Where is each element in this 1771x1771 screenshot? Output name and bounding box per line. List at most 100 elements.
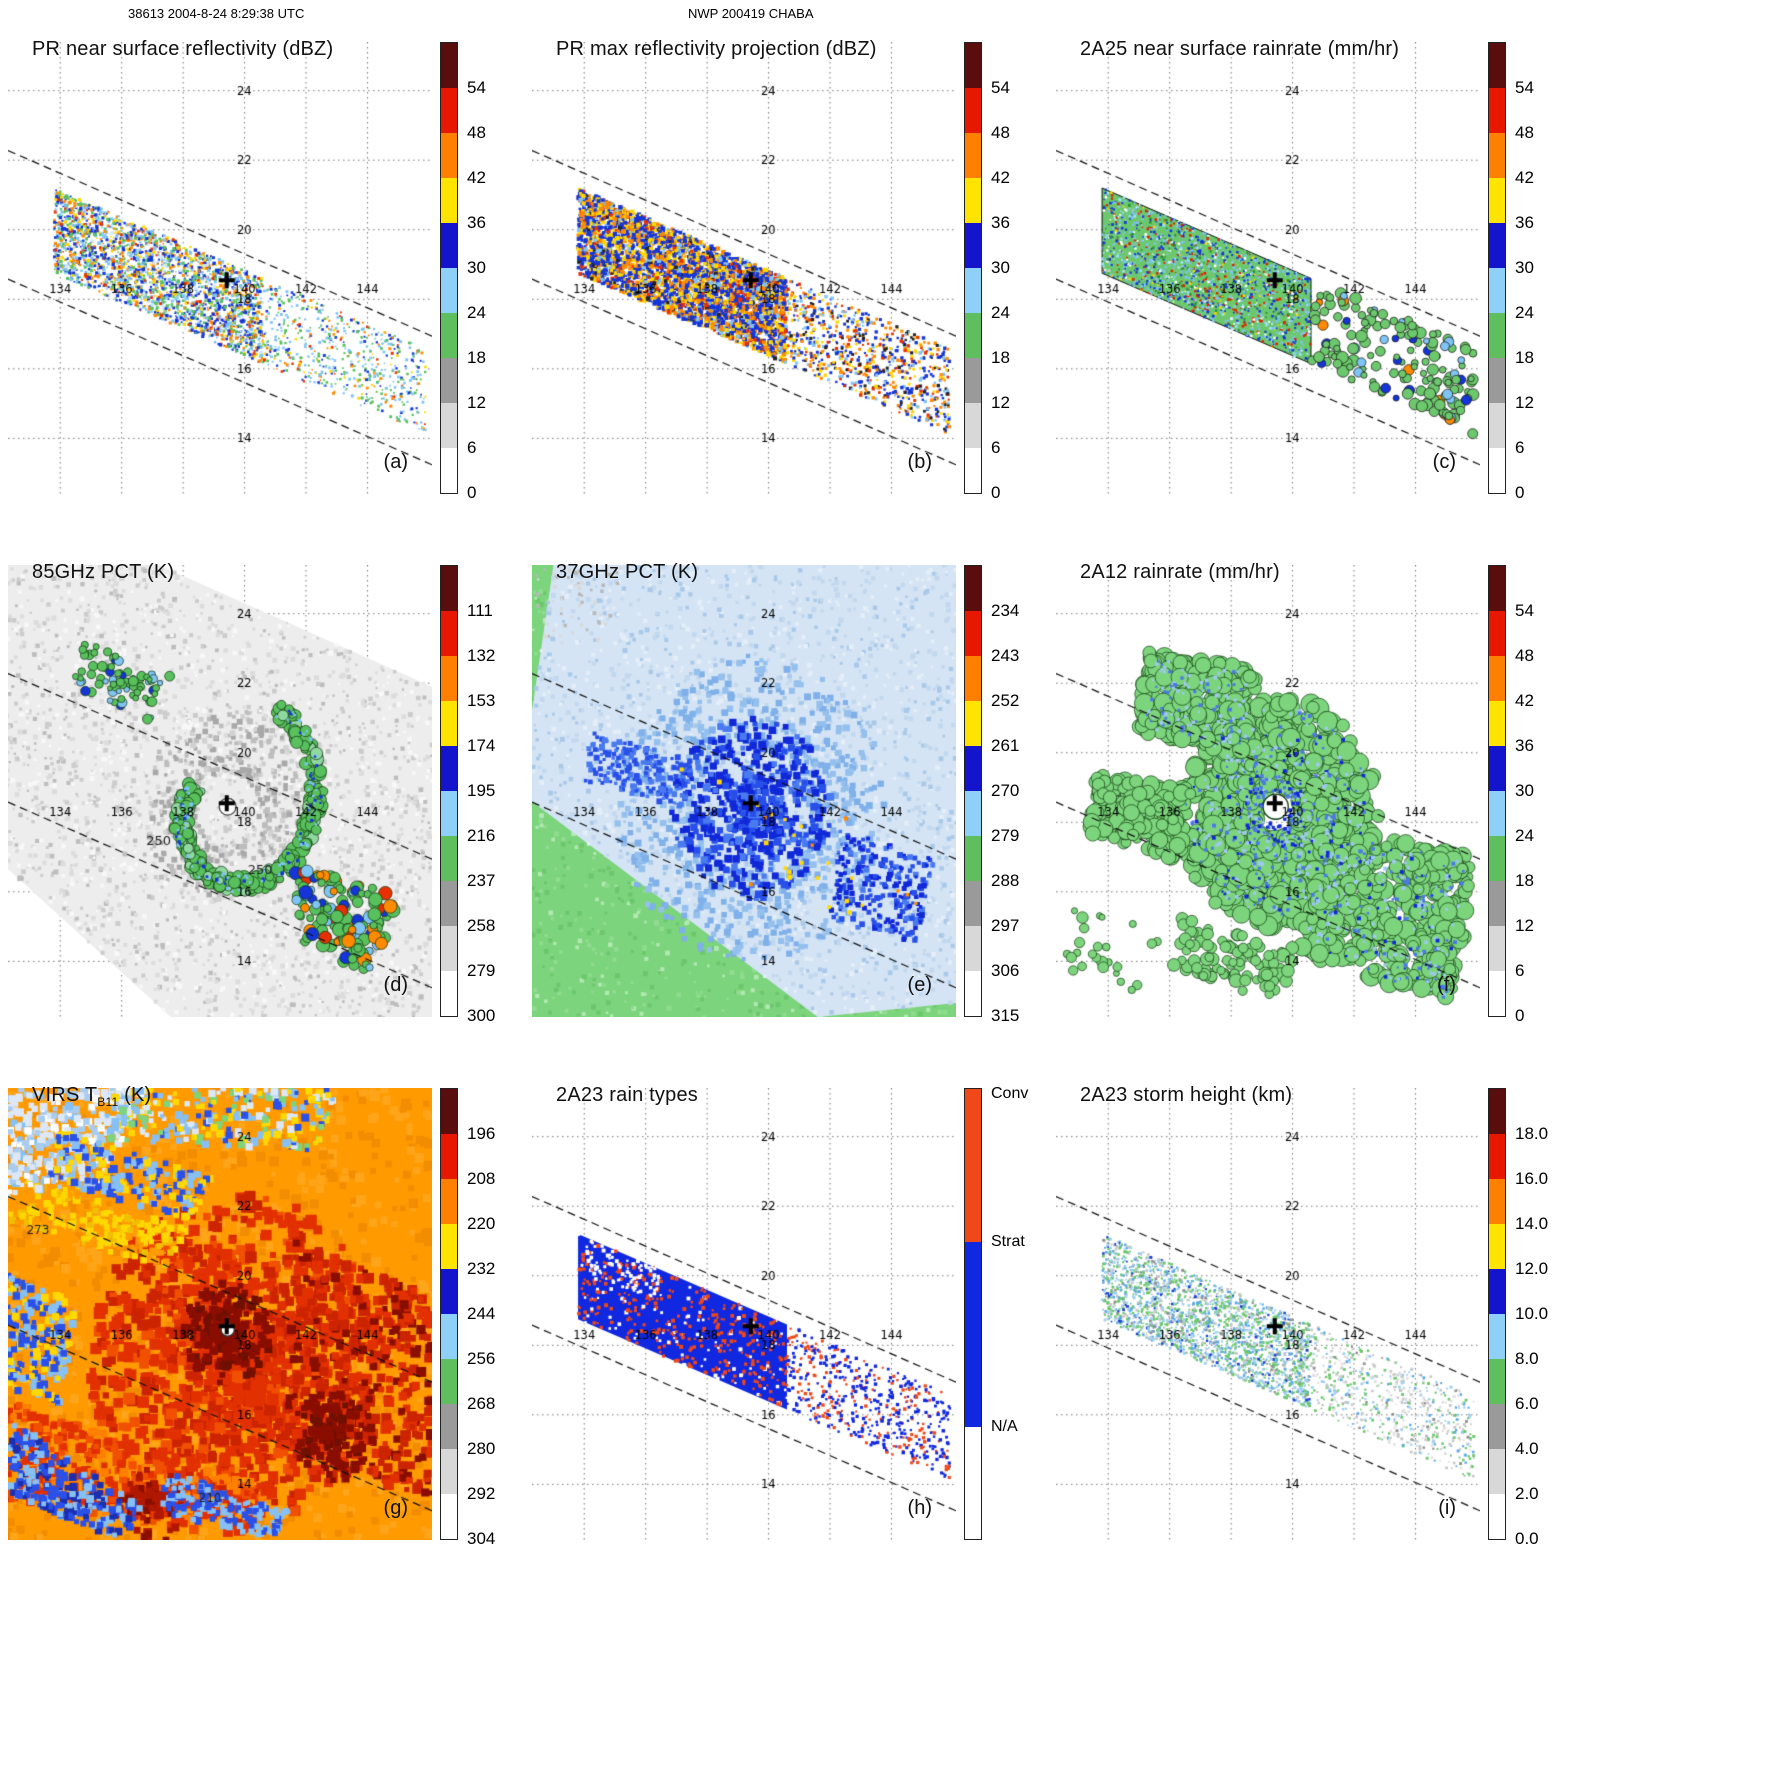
colorbar-d: 111 132 153 174 195 216 237 258 279 300 (440, 565, 495, 1025)
colorbar-segment (441, 223, 457, 268)
colorbar-segment (441, 88, 457, 133)
colorbar-segment (441, 566, 457, 611)
panel-title-g: VIRS TB11 (K) (32, 1084, 151, 1109)
colorbar-tick: 42 (1515, 691, 1534, 710)
map-f: 2A12 rainrate (mm/hr) (f) (1056, 561, 1480, 1017)
colorbar-segment (1489, 358, 1505, 403)
colorbar-tick: 315 (991, 1006, 1020, 1025)
colorbar-segment (1489, 43, 1505, 88)
colorbar-tick: 256 (467, 1349, 496, 1368)
colorbar-segment (965, 358, 981, 403)
colorbar-tick: 234 (991, 601, 1020, 620)
colorbar-segment (965, 178, 981, 223)
colorbar-tick: 42 (991, 168, 1010, 187)
colorbar-tick: 6.0 (1515, 1394, 1539, 1413)
colorbar-segment (965, 881, 981, 926)
colorbar-segment (1489, 133, 1505, 178)
panel-grid: PR near surface reflectivity (dBZ) (a) 5… (0, 26, 1572, 1595)
panel-title-d: 85GHz PCT (K) (32, 561, 175, 583)
colorbar-tick: 258 (467, 916, 496, 935)
colorbar-tick: 288 (991, 871, 1020, 890)
colorbar-tick: 300 (467, 1006, 496, 1025)
panel-c: 2A25 near surface rainrate (mm/hr) (c) 5… (1048, 26, 1572, 549)
colorbar-segment (441, 358, 457, 403)
colorbar-segment (1489, 1404, 1505, 1449)
colorbar-segment (441, 1359, 457, 1404)
colorbar-tick: 2.0 (1515, 1484, 1539, 1503)
colorbar-segment (1489, 1224, 1505, 1269)
colorbar-tick: 280 (467, 1439, 496, 1458)
colorbar-tick: 0 (1515, 483, 1525, 502)
colorbar-tick: 42 (467, 168, 486, 187)
colorbar-tick: 36 (1515, 736, 1534, 755)
colorbar-segment (1489, 1089, 1505, 1134)
colorbar-tick: 36 (1515, 213, 1534, 232)
colorbar-segment (965, 746, 981, 791)
colorbar-segment (965, 836, 981, 881)
map-canvas-f (1056, 565, 1480, 1017)
colorbar-segment (441, 1089, 457, 1134)
colorbar-tick: 42 (1515, 168, 1534, 187)
panel-d: 85GHz PCT (K) (d) 111 132 153 174 195 216 237 2… (0, 549, 524, 1072)
colorbar-tick: 24 (991, 303, 1010, 322)
colorbar-segment (441, 43, 457, 88)
colorbar-tick: 48 (991, 123, 1010, 142)
figure-header: 38613 2004-8-24 8:29:38 UTC NWP 200419 C… (0, 6, 1771, 26)
colorbar-segment (441, 791, 457, 836)
colorbar-tick: 0.0 (1515, 1529, 1539, 1548)
colorbar-tick: 30 (467, 258, 486, 277)
colorbar-tick: 195 (467, 781, 496, 800)
colorbar-segment (965, 268, 981, 313)
colorbar-segment (1489, 836, 1505, 881)
colorbar-tick: 6 (1515, 438, 1525, 457)
colorbar-tick: 54 (1515, 601, 1534, 620)
colorbar-segment (1489, 1314, 1505, 1359)
panel-title-b: PR max reflectivity projection (dBZ) (556, 38, 877, 60)
colorbar-tick: 54 (1515, 78, 1534, 97)
colorbar-tick: 6 (467, 438, 477, 457)
colorbar-tick: 252 (991, 691, 1020, 710)
colorbar-segment (441, 611, 457, 656)
panel-g: VIRS TB11 (K) (g) 196 208 220 232 244 256 268 2… (0, 1072, 524, 1595)
colorbar-segment (965, 1089, 981, 1242)
colorbar-segment (965, 313, 981, 358)
colorbar-segment (965, 611, 981, 656)
colorbar-tick: 48 (1515, 646, 1534, 665)
colorbar-tick: 16.0 (1515, 1169, 1549, 1188)
colorbar-segment (1489, 746, 1505, 791)
colorbar-e: 234 243 252 261 270 279 288 297 306 315 (964, 565, 1019, 1025)
colorbar-segment (441, 1314, 457, 1359)
colorbar-segment (965, 791, 981, 836)
colorbar-segment (965, 448, 981, 493)
colorbar-segment (441, 881, 457, 926)
colorbar-f: 54 48 42 36 30 24 18 12 6 0 (1488, 565, 1534, 1025)
map-canvas-c (1056, 42, 1480, 494)
colorbar-segment (965, 403, 981, 448)
colorbar-tick: 36 (467, 213, 486, 232)
colorbar-segment (441, 133, 457, 178)
map-canvas-d (8, 565, 432, 1017)
colorbar-tick: 270 (991, 781, 1020, 800)
colorbar-tick: 220 (467, 1214, 496, 1233)
map-canvas-a (8, 42, 432, 494)
map-canvas-h (532, 1088, 956, 1540)
colorbar-tick: 0 (467, 483, 477, 502)
colorbar-segment (1489, 656, 1505, 701)
colorbar-tick: 279 (467, 961, 496, 980)
panel-letter-f: (f) (1437, 974, 1456, 996)
colorbar-tick: 232 (467, 1259, 496, 1278)
colorbar-segment (441, 1224, 457, 1269)
colorbar-segment (965, 701, 981, 746)
colorbar-segment (1489, 88, 1505, 133)
colorbar-segment (965, 133, 981, 178)
colorbar-tick: Strat (991, 1233, 1025, 1250)
colorbar-tick: 24 (1515, 826, 1534, 845)
colorbar-tick: 6 (1515, 961, 1525, 980)
colorbar-segment (965, 971, 981, 1016)
map-a: PR near surface reflectivity (dBZ) (a) (8, 38, 432, 494)
panel-letter-i: (i) (1438, 1497, 1456, 1519)
colorbar-tick: 132 (467, 646, 496, 665)
panel-e: 37GHz PCT (K) (e) 234 243 252 261 270 279 288 2… (524, 549, 1048, 1072)
colorbar-segment (441, 1494, 457, 1539)
panel-title-a: PR near surface reflectivity (dBZ) (32, 38, 334, 60)
